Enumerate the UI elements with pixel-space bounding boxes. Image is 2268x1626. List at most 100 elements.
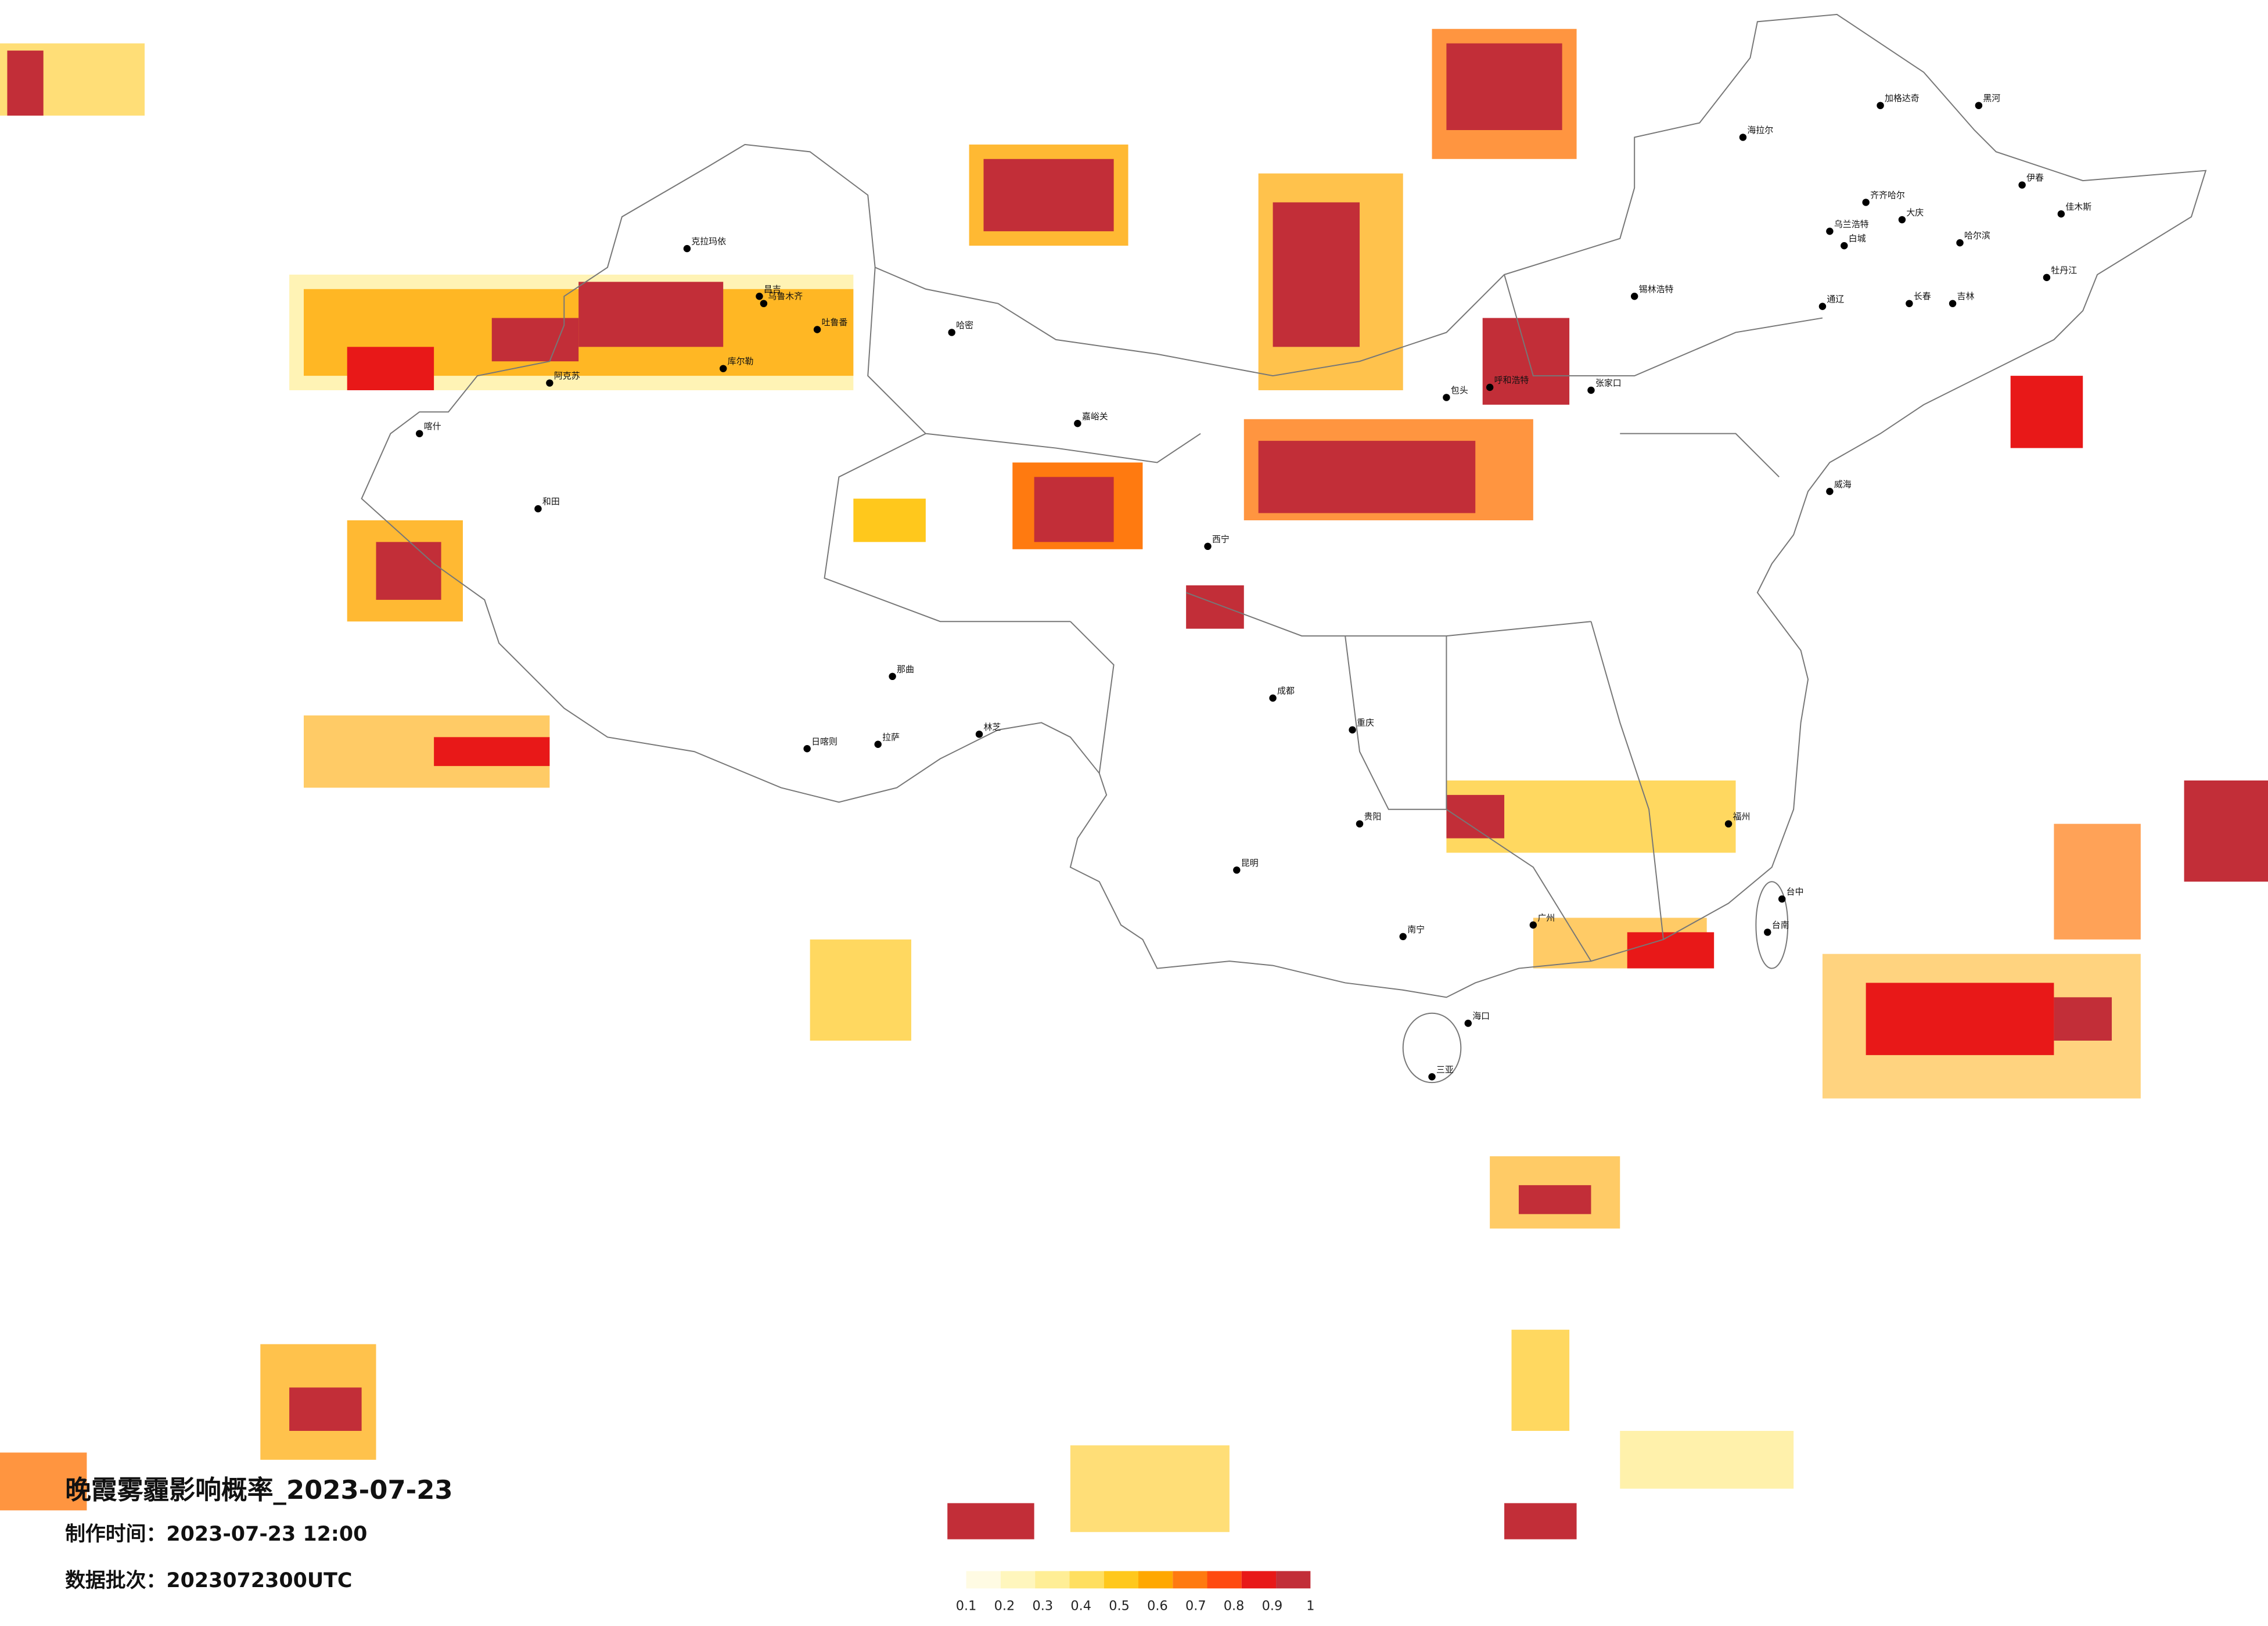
city-label: 加格达奇 bbox=[1885, 93, 1920, 103]
city-dot bbox=[1862, 199, 1870, 206]
legend-swatch bbox=[1035, 1571, 1070, 1589]
city-label: 库尔勒 bbox=[728, 356, 754, 366]
city-dot bbox=[1486, 383, 1494, 391]
city-dot bbox=[1975, 102, 1983, 109]
city-dot bbox=[1877, 102, 1884, 109]
city-label: 重庆 bbox=[1357, 717, 1374, 728]
city-label: 台中 bbox=[1787, 887, 1804, 897]
city-dot bbox=[813, 326, 821, 333]
city-label: 吉林 bbox=[1957, 291, 1975, 301]
city-label: 吐鲁番 bbox=[822, 317, 848, 328]
city-dot bbox=[719, 365, 727, 372]
city-label: 阿克苏 bbox=[554, 370, 580, 381]
cities: 乌鲁木齐克拉玛依哈密库尔勒阿克苏和田喀什吐鲁番昌吉嘉峪关拉萨日喀则那曲林芝西宁海… bbox=[415, 93, 2091, 1081]
city-dot bbox=[1764, 929, 1771, 936]
borders bbox=[361, 13, 2207, 1084]
city-dot bbox=[1826, 488, 1834, 495]
city-dot bbox=[1898, 216, 1906, 224]
city-dot bbox=[1630, 293, 1638, 300]
legend: 0.1 0.2 0.3 0.4 0.5 0.6 0.7 0.8 0.9 1 bbox=[956, 1571, 1314, 1614]
legend-swatch bbox=[1173, 1571, 1207, 1589]
city-label: 福州 bbox=[1733, 811, 1751, 822]
legend-swatch bbox=[1138, 1571, 1173, 1589]
city-dot bbox=[1826, 228, 1834, 235]
legend-swatch bbox=[1207, 1571, 1242, 1589]
city-label: 哈密 bbox=[956, 320, 973, 330]
city-label: 黑河 bbox=[1983, 93, 2000, 103]
haze-field bbox=[0, 28, 2268, 1539]
legend-label: 0.3 bbox=[1033, 1599, 1054, 1614]
city-label: 三亚 bbox=[1436, 1064, 1454, 1075]
legend-swatch bbox=[966, 1571, 1001, 1589]
city-label: 海拉尔 bbox=[1747, 125, 1773, 135]
taiwan bbox=[1755, 881, 1789, 969]
city-label: 白城 bbox=[1849, 233, 1866, 244]
city-dot bbox=[1949, 300, 1957, 307]
city-label: 昆明 bbox=[1241, 858, 1259, 868]
legend-label: 0.2 bbox=[994, 1599, 1015, 1614]
city-label: 长春 bbox=[1914, 291, 1931, 301]
legend-label: 0.4 bbox=[1070, 1599, 1091, 1614]
city-dot bbox=[534, 505, 542, 513]
city-label: 呼和浩特 bbox=[1494, 375, 1529, 386]
city-dot bbox=[1399, 933, 1407, 941]
city-dot bbox=[1233, 866, 1241, 874]
city-dot bbox=[1204, 542, 1212, 551]
province-lines bbox=[824, 267, 1823, 962]
city-label: 哈尔滨 bbox=[1964, 231, 1990, 241]
legend-label: 0.8 bbox=[1224, 1599, 1245, 1614]
city-dot bbox=[975, 731, 983, 738]
city-dot bbox=[1841, 242, 1848, 250]
country-outline bbox=[361, 13, 2207, 998]
city-dot bbox=[1356, 820, 1364, 828]
legend-swatch bbox=[1276, 1571, 1311, 1589]
city-dot bbox=[1818, 303, 1827, 310]
legend-label: 0.1 bbox=[956, 1599, 977, 1614]
legend-swatch bbox=[1069, 1571, 1104, 1589]
city-dot bbox=[1443, 394, 1450, 401]
city-dot bbox=[1906, 300, 1913, 307]
city-label: 锡林浩特 bbox=[1639, 284, 1674, 294]
city-label: 日喀则 bbox=[811, 736, 838, 747]
city-label: 贵阳 bbox=[1364, 811, 1381, 822]
city-dot bbox=[948, 329, 955, 336]
city-label: 通辽 bbox=[1827, 294, 1844, 304]
city-label: 南宁 bbox=[1407, 924, 1425, 934]
city-label: 大庆 bbox=[1906, 207, 1924, 218]
city-dot bbox=[546, 379, 553, 387]
city-label: 广州 bbox=[1537, 912, 1555, 923]
city-label: 威海 bbox=[1834, 479, 1852, 490]
legend-label: 0.5 bbox=[1109, 1599, 1130, 1614]
legend-label: 1 bbox=[1306, 1599, 1314, 1614]
map-title: 晚霞雾霾影响概率_2023-07-23 bbox=[65, 1474, 453, 1505]
city-label: 喀什 bbox=[424, 421, 441, 431]
city-dot bbox=[415, 430, 423, 437]
city-dot bbox=[1074, 420, 1081, 427]
city-label: 和田 bbox=[542, 497, 560, 507]
legend-swatch bbox=[1000, 1571, 1036, 1589]
city-dot bbox=[874, 740, 882, 748]
legend-swatch bbox=[1104, 1571, 1138, 1589]
city-dot bbox=[1269, 694, 1277, 702]
legend-swatch bbox=[1241, 1571, 1277, 1589]
city-dot bbox=[1349, 726, 1356, 734]
data-batch: 数据批次：2023072300UTC bbox=[65, 1569, 352, 1592]
city-dot bbox=[1428, 1073, 1436, 1081]
city-label: 成都 bbox=[1277, 686, 1295, 696]
city-dot bbox=[889, 672, 896, 681]
city-dot bbox=[1587, 386, 1595, 394]
city-label: 佳木斯 bbox=[2065, 202, 2091, 212]
legend-label: 0.6 bbox=[1147, 1599, 1168, 1614]
city-label: 嘉峪关 bbox=[1082, 411, 1108, 422]
city-dot bbox=[756, 293, 763, 300]
city-label: 昌吉 bbox=[764, 284, 781, 294]
legend-label: 0.9 bbox=[1262, 1599, 1283, 1614]
city-dot bbox=[2057, 210, 2065, 218]
city-dot bbox=[2018, 181, 2026, 189]
city-label: 张家口 bbox=[1595, 378, 1622, 388]
city-dot bbox=[803, 745, 811, 753]
city-label: 海口 bbox=[1472, 1011, 1490, 1021]
city-label: 林芝 bbox=[983, 722, 1001, 732]
city-dot bbox=[1464, 1019, 1472, 1027]
